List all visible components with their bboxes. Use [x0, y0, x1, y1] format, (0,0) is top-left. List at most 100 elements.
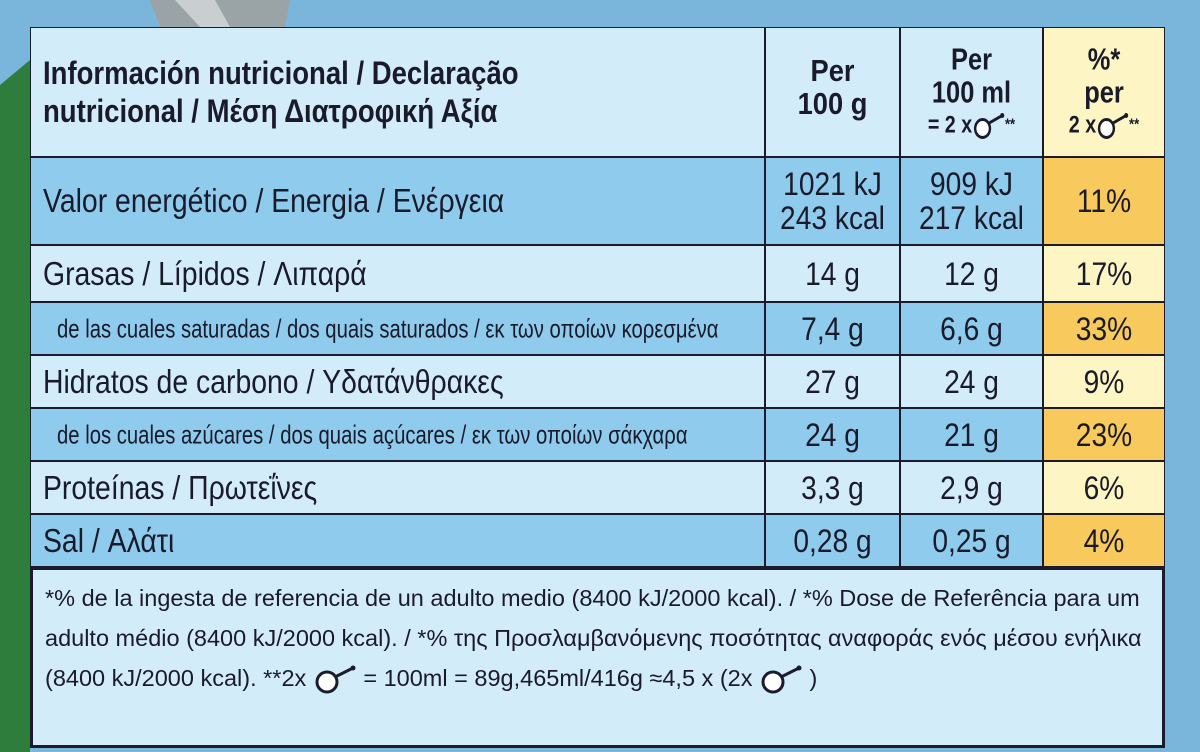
- row-label: Proteínas / Πρωτεΐνες: [43, 468, 318, 506]
- value-line: 217 kcal: [919, 200, 1024, 236]
- row-label-cell: Grasas / Lípidos / Λιπαρά: [30, 245, 765, 302]
- row-label: Valor energético / Energia / Ενέργεια: [43, 182, 505, 219]
- percent-value: 4%: [1083, 522, 1125, 559]
- percent-cell: 6%: [1043, 461, 1165, 514]
- value-cell: 7,4 g: [765, 302, 900, 355]
- percent-value: 9%: [1083, 363, 1125, 400]
- value-per_100ml: 6,6 g: [909, 312, 1033, 346]
- scoop-icon: [1098, 112, 1129, 139]
- value-cell: 6,6 g: [900, 302, 1043, 355]
- row-label-cell: de los cuales azúcares / dos quais açúca…: [30, 408, 765, 461]
- value-per_100ml: 0,25 g: [909, 524, 1033, 558]
- value-per_100ml: 24 g: [909, 365, 1033, 399]
- value-line: 0,28 g: [793, 522, 872, 559]
- value-per_100g: 1021 kJ 243 kcal: [774, 167, 891, 235]
- value-per_100ml: 2,9 g: [909, 471, 1033, 505]
- value-line: 909 kJ: [930, 166, 1013, 202]
- footnote: *% de la ingesta de referencia de un adu…: [30, 567, 1165, 748]
- value-cell: 909 kJ 217 kcal: [900, 157, 1043, 245]
- row-label: Hidratos de carbono / Υδατάνθρακες: [43, 362, 504, 400]
- value-cell: 2,9 g: [900, 461, 1043, 514]
- value-line: 24 g: [944, 363, 999, 400]
- value-cell: 12 g: [900, 245, 1043, 302]
- value-cell: 21 g: [900, 408, 1043, 461]
- header-line: Per: [951, 41, 992, 77]
- value-line: 1021 kJ: [783, 166, 882, 202]
- serving-prefix: = 2 x: [927, 111, 973, 139]
- header-title-line: nutricional / Μέση Διατροφική Αξία: [43, 93, 498, 129]
- header-cell: %* per 2 x **: [1043, 27, 1165, 157]
- row-label-cell: Proteínas / Πρωτεΐνες: [30, 461, 765, 514]
- serving-prefix: 2 x: [1068, 111, 1097, 139]
- serving-suffix: **: [1128, 116, 1140, 134]
- value-per_100g: 7,4 g: [774, 312, 891, 346]
- header-title: Información nutricional / Declaração nutr…: [43, 54, 519, 130]
- value-per_100g: 0,28 g: [774, 524, 891, 558]
- header-percent: %* per 2 x **: [1055, 43, 1153, 142]
- percent-cell: 9%: [1043, 355, 1165, 408]
- footnote-closing: ): [809, 665, 818, 691]
- row-label-cell: Valor energético / Energia / Ενέργεια: [30, 157, 765, 245]
- row-label: Grasas / Lípidos / Λιπαρά: [43, 254, 367, 292]
- value-per_100ml: 909 kJ 217 kcal: [909, 167, 1033, 235]
- percent-cell: 4%: [1043, 514, 1165, 567]
- footnote-text: *% de la ingesta de referencia de un adu…: [45, 585, 1142, 691]
- value-per_100g: 24 g: [774, 418, 891, 452]
- value-line: 2,9 g: [940, 469, 1003, 506]
- percent-cell: 17%: [1043, 245, 1165, 302]
- header-title-cell: Información nutricional / Declaração nutr…: [30, 27, 765, 157]
- header-cell: Per 100 g: [765, 27, 900, 157]
- value-per_100g: 3,3 g: [774, 471, 891, 505]
- value-line: 3,3 g: [801, 469, 864, 506]
- row-label: de los cuales azúcares / dos quais açúca…: [57, 419, 688, 449]
- header-per_100ml: Per 100 ml = 2 x **: [914, 43, 1030, 142]
- footnote-equivalence: = 100ml = 89g,465ml/416g ≈4,5 x (2x: [363, 665, 753, 691]
- scoop-icon: [315, 665, 356, 694]
- percent-value: 6%: [1083, 469, 1125, 506]
- percent-value: 11%: [1076, 183, 1132, 219]
- value-per_100ml: 21 g: [909, 418, 1033, 452]
- header-line: 100 ml: [931, 74, 1012, 110]
- value-cell: 14 g: [765, 245, 900, 302]
- value-cell: 0,28 g: [765, 514, 900, 567]
- scoop-icon: [761, 665, 802, 694]
- row-label: Sal / Αλάτι: [43, 521, 175, 559]
- row-label-cell: Hidratos de carbono / Υδατάνθρακες: [30, 355, 765, 408]
- percent-cell: 11%: [1043, 157, 1165, 245]
- header-serving: 2 x **: [1055, 109, 1153, 142]
- value-line: 21 g: [944, 416, 999, 453]
- percent-cell: 23%: [1043, 408, 1165, 461]
- header-line: 100 g: [797, 85, 868, 121]
- header-line: per: [1084, 74, 1124, 110]
- value-line: 0,25 g: [932, 522, 1011, 559]
- scoop-icon: [974, 112, 1005, 139]
- value-line: 6,6 g: [940, 310, 1003, 347]
- value-cell: 27 g: [765, 355, 900, 408]
- value-cell: 0,25 g: [900, 514, 1043, 567]
- footnote-serving-prefix: **2x: [263, 665, 307, 691]
- row-label-cell: de las cuales saturadas / dos quais satu…: [30, 302, 765, 355]
- percent-cell: 33%: [1043, 302, 1165, 355]
- value-line: 7,4 g: [801, 310, 864, 347]
- percent-value: 33%: [1075, 310, 1133, 347]
- serving-suffix: **: [1004, 116, 1016, 134]
- header-per-100g: Per 100 g: [774, 54, 891, 120]
- percent-value: 17%: [1075, 255, 1133, 292]
- value-line: 27 g: [805, 363, 860, 400]
- header-cell: Per 100 ml = 2 x **: [900, 27, 1043, 157]
- header-serving: = 2 x **: [914, 109, 1030, 142]
- header-line: %*: [1087, 41, 1121, 77]
- value-line: 12 g: [944, 255, 999, 292]
- value-cell: 1021 kJ 243 kcal: [765, 157, 900, 245]
- percent-value: 23%: [1075, 416, 1133, 453]
- value-cell: 3,3 g: [765, 461, 900, 514]
- row-label-cell: Sal / Αλάτι: [30, 514, 765, 567]
- header-line: Per: [810, 52, 855, 88]
- value-cell: 24 g: [765, 408, 900, 461]
- value-cell: 24 g: [900, 355, 1043, 408]
- value-per_100g: 14 g: [774, 257, 891, 291]
- value-line: 14 g: [805, 255, 860, 292]
- value-line: 243 kcal: [780, 200, 885, 236]
